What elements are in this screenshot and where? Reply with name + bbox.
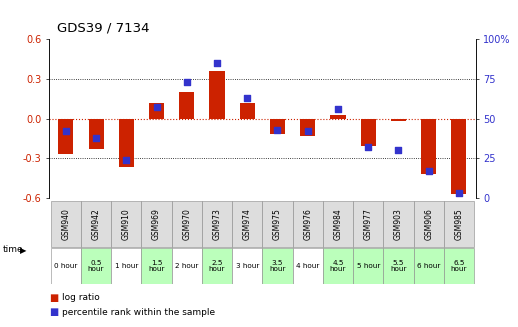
Bar [413, 201, 444, 247]
Bar [141, 248, 171, 284]
Text: 6 hour: 6 hour [417, 263, 440, 269]
Text: GSM973: GSM973 [212, 208, 222, 240]
Text: ■: ■ [49, 307, 59, 317]
Text: 5.5
hour: 5.5 hour [390, 260, 407, 272]
Text: 2 hour: 2 hour [175, 263, 198, 269]
Bar [171, 248, 202, 284]
Point [122, 157, 131, 163]
Text: GDS39 / 7134: GDS39 / 7134 [57, 21, 150, 34]
Bar [59, 119, 74, 154]
Bar [141, 201, 171, 247]
Text: 2.5
hour: 2.5 hour [209, 260, 225, 272]
Point [152, 105, 161, 110]
Bar [202, 201, 232, 247]
Text: GSM977: GSM977 [364, 208, 372, 240]
Text: 6.5
hour: 6.5 hour [451, 260, 467, 272]
Bar [262, 201, 293, 247]
Point [243, 95, 251, 100]
Text: 3 hour: 3 hour [236, 263, 259, 269]
Bar [111, 248, 141, 284]
Bar [149, 103, 164, 119]
Point [92, 135, 100, 140]
Point [183, 79, 191, 85]
Bar [232, 201, 262, 247]
Bar [383, 248, 413, 284]
Bar [413, 248, 444, 284]
Bar [444, 248, 474, 284]
Text: GSM940: GSM940 [61, 208, 70, 240]
Bar [119, 119, 134, 167]
Point [425, 168, 433, 174]
Bar [240, 103, 255, 119]
Bar [323, 201, 353, 247]
Text: 0 hour: 0 hour [54, 263, 78, 269]
Text: ▶: ▶ [20, 246, 26, 255]
Bar [111, 201, 141, 247]
Text: 3.5
hour: 3.5 hour [269, 260, 286, 272]
Point [62, 129, 70, 134]
Bar [81, 248, 111, 284]
Text: GSM974: GSM974 [243, 208, 252, 240]
Bar [171, 201, 202, 247]
Text: GSM976: GSM976 [303, 208, 312, 240]
Bar [293, 201, 323, 247]
Bar [391, 119, 406, 121]
Text: time: time [3, 245, 23, 254]
Text: 1.5
hour: 1.5 hour [148, 260, 165, 272]
Text: GSM942: GSM942 [92, 208, 100, 240]
Text: GSM970: GSM970 [182, 208, 191, 240]
Bar [51, 201, 81, 247]
Bar [270, 119, 285, 134]
Bar [361, 119, 376, 146]
Text: ■: ■ [49, 293, 59, 302]
Text: percentile rank within the sample: percentile rank within the sample [62, 308, 215, 317]
Text: 4 hour: 4 hour [296, 263, 320, 269]
Bar [444, 201, 474, 247]
Point [334, 106, 342, 112]
Bar [451, 119, 466, 194]
Bar [179, 92, 194, 119]
Text: 5 hour: 5 hour [356, 263, 380, 269]
Bar [353, 248, 383, 284]
Text: GSM985: GSM985 [454, 208, 464, 240]
Bar [51, 248, 81, 284]
Bar [383, 201, 413, 247]
Text: 0.5
hour: 0.5 hour [88, 260, 104, 272]
Bar [202, 248, 232, 284]
Point [213, 60, 221, 66]
Text: GSM906: GSM906 [424, 208, 433, 240]
Bar [330, 114, 346, 119]
Point [304, 129, 312, 134]
Text: 1 hour: 1 hour [114, 263, 138, 269]
Text: GSM903: GSM903 [394, 208, 403, 240]
Bar [81, 201, 111, 247]
Bar [209, 71, 225, 119]
Point [394, 148, 402, 153]
Bar [323, 248, 353, 284]
Text: GSM910: GSM910 [122, 208, 131, 240]
Bar [421, 119, 436, 174]
Text: 4.5
hour: 4.5 hour [329, 260, 346, 272]
Bar [300, 119, 315, 136]
Bar [353, 201, 383, 247]
Point [455, 190, 463, 196]
Bar [293, 248, 323, 284]
Bar [232, 248, 262, 284]
Text: GSM969: GSM969 [152, 208, 161, 240]
Text: GSM975: GSM975 [273, 208, 282, 240]
Text: log ratio: log ratio [62, 293, 100, 302]
Bar [262, 248, 293, 284]
Point [274, 127, 282, 132]
Bar [89, 119, 104, 149]
Point [364, 145, 372, 150]
Text: GSM984: GSM984 [334, 208, 342, 240]
